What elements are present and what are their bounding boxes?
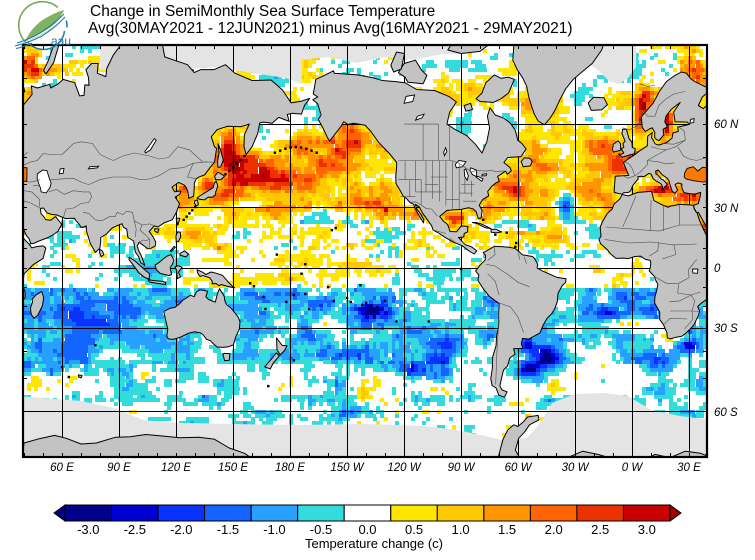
svg-text:2.0: 2.0 [545, 522, 563, 537]
svg-text:-1.5: -1.5 [217, 522, 239, 537]
svg-text:-2.0: -2.0 [170, 522, 192, 537]
svg-text:90 E: 90 E [107, 462, 131, 474]
svg-text:1.0: 1.0 [452, 522, 470, 537]
svg-text:0.5: 0.5 [405, 522, 423, 537]
svg-text:Temperature change (c): Temperature change (c) [305, 536, 443, 551]
svg-text:30 E: 30 E [677, 462, 701, 474]
svg-text:60 N: 60 N [714, 119, 739, 131]
svg-text:60 W: 60 W [505, 462, 533, 474]
svg-text:30 S: 30 S [714, 323, 738, 335]
svg-text:Change in SemiMonthly Sea Surf: Change in SemiMonthly Sea Surface Temper… [90, 3, 435, 20]
svg-text:150 E: 150 E [218, 462, 248, 474]
svg-text:-2.5: -2.5 [124, 522, 146, 537]
svg-text:150 W: 150 W [330, 462, 364, 474]
svg-text:-3.0: -3.0 [77, 522, 99, 537]
svg-text:180 E: 180 E [275, 462, 305, 474]
svg-text:30 N: 30 N [714, 203, 739, 215]
svg-text:90 W: 90 W [448, 462, 476, 474]
svg-text:aau: aau [51, 34, 71, 48]
svg-text:3.0: 3.0 [638, 522, 656, 537]
svg-text:0: 0 [714, 263, 721, 275]
svg-text:60 S: 60 S [714, 407, 738, 419]
svg-text:0.0: 0.0 [358, 522, 376, 537]
svg-text:0 W: 0 W [622, 462, 644, 474]
svg-text:2.5: 2.5 [591, 522, 609, 537]
svg-text:-1.0: -1.0 [263, 522, 285, 537]
svg-text:Avg(30MAY2021 - 12JUN2021) min: Avg(30MAY2021 - 12JUN2021) minus Avg(16M… [88, 20, 573, 37]
svg-text:60 E: 60 E [50, 462, 74, 474]
svg-text:120 W: 120 W [387, 462, 421, 474]
svg-text:120 E: 120 E [161, 462, 191, 474]
svg-text:1.5: 1.5 [498, 522, 516, 537]
svg-text:-0.5: -0.5 [310, 522, 332, 537]
svg-text:30 W: 30 W [562, 462, 590, 474]
